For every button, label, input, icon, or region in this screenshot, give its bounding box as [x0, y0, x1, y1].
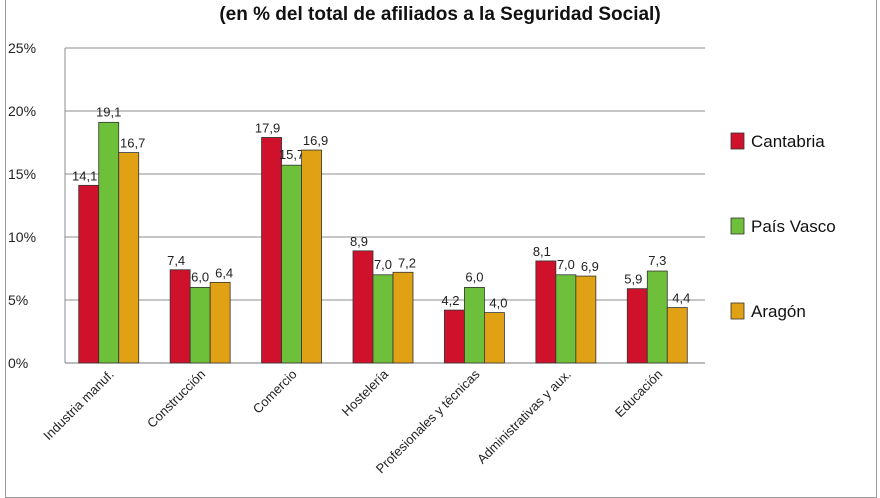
bar-aragón [666, 307, 688, 364]
bar-aragón [392, 271, 414, 364]
data-label: 4,0 [489, 296, 507, 311]
bar-aragón [484, 312, 505, 364]
data-label: 6,4 [215, 265, 233, 280]
data-label: 7,4 [167, 253, 185, 268]
bar-cantabria [261, 137, 282, 364]
bar-aragón [301, 149, 322, 364]
y-tick-label: 20% [8, 103, 36, 119]
data-label: 7,3 [648, 253, 666, 268]
bar-país-vasco [189, 286, 211, 364]
data-label: 5,9 [624, 272, 642, 287]
x-tick-label: Industria manuf. [40, 367, 117, 444]
chart-title: (en % del total de afiliados a la Seguri… [219, 4, 661, 25]
data-label: 4,4 [672, 291, 690, 306]
legend-swatch [730, 132, 745, 150]
data-label: 8,1 [533, 244, 551, 259]
x-tick-label: Profesionales y técnicas [373, 366, 483, 476]
legend-swatch [730, 217, 745, 235]
data-label: 16,9 [303, 133, 328, 148]
bar-cantabria [78, 184, 100, 364]
y-tick-label: 10% [8, 229, 36, 245]
legend-label: Cantabria [751, 132, 825, 151]
data-label: 8,9 [350, 234, 368, 249]
y-tick-label: 0% [8, 355, 28, 371]
data-label: 4,2 [441, 293, 459, 308]
x-tick-label: Construcción [144, 367, 208, 431]
data-label: 14,1 [72, 168, 97, 183]
data-label: 17,9 [255, 120, 280, 135]
bar-país-vasco [464, 286, 485, 364]
bar-aragón [118, 152, 140, 364]
data-label: 15,7 [279, 147, 304, 162]
data-label: 16,7 [120, 136, 145, 151]
x-tick-label: Comercio [250, 367, 300, 417]
y-tick-label: 5% [8, 292, 28, 308]
bar-país-vasco [281, 164, 302, 364]
y-tick-label: 15% [8, 166, 36, 182]
bar-cantabria [535, 260, 557, 364]
x-tick-label: Hostelería [339, 366, 392, 419]
bar-país-vasco [555, 274, 577, 364]
y-tick-label: 25% [8, 40, 36, 56]
legend-swatch [730, 302, 745, 320]
legend-label: Aragón [751, 302, 806, 321]
x-tick-label: Administrativas y aux. [474, 367, 574, 467]
bar-aragón [575, 275, 597, 364]
bar-país-vasco [98, 121, 120, 364]
bar-país-vasco [646, 270, 668, 364]
bar-cantabria [626, 288, 648, 364]
data-label: 6,9 [581, 259, 599, 274]
data-label: 7,0 [557, 257, 575, 272]
bar-país-vasco [372, 274, 394, 364]
bar-cantabria [444, 309, 465, 364]
legend-label: País Vasco [751, 217, 836, 236]
data-label: 19,1 [96, 104, 121, 119]
bar-cantabria [352, 250, 374, 364]
data-label: 7,0 [374, 257, 392, 272]
data-label: 6,0 [191, 269, 209, 284]
data-label: 7,2 [398, 255, 416, 270]
x-tick-label: Educación [612, 367, 666, 421]
bar-cantabria [169, 269, 191, 364]
bar-aragón [209, 281, 231, 364]
data-label: 6,0 [465, 269, 483, 284]
